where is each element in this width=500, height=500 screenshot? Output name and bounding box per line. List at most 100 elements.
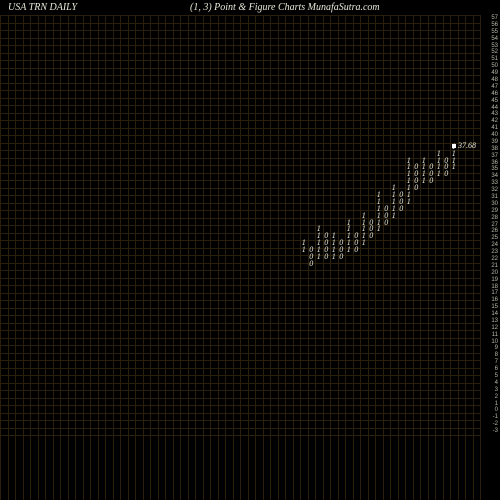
bottom-grid [0,435,480,500]
price-label: 50 [491,63,498,69]
grid-line-vertical [413,15,414,435]
grid-line-vertical [68,15,69,435]
grid-line-vertical [300,15,301,435]
bottom-grid-line [158,435,159,500]
price-label: 28 [491,215,498,221]
grid-line-vertical [8,15,9,435]
bottom-grid-line [150,435,151,500]
bottom-grid-line [278,435,279,500]
price-label: 31 [491,194,498,200]
grid-line-vertical [293,15,294,435]
bottom-grid-line [473,435,474,500]
price-label: 29 [491,208,498,214]
bottom-grid-line [0,435,1,500]
price-label: 36 [491,160,498,166]
grid-line-vertical [158,15,159,435]
grid-line-vertical [23,15,24,435]
bottom-grid-line [435,435,436,500]
bottom-grid-line [90,435,91,500]
price-label: 16 [491,297,498,303]
grid-line-vertical [450,15,451,435]
price-label: 0 [495,407,498,413]
price-label: 38 [491,146,498,152]
bottom-grid-line [368,435,369,500]
bottom-grid-line [428,435,429,500]
bottom-grid-line [30,435,31,500]
price-label: 13 [491,318,498,324]
price-label: 47 [491,84,498,90]
grid-line-vertical [443,15,444,435]
bottom-grid-line [68,435,69,500]
price-label: 40 [491,132,498,138]
grid-line-vertical [458,15,459,435]
price-label: 57 [491,15,498,21]
grid-line-vertical [345,15,346,435]
bottom-grid-line [443,435,444,500]
chart-grid [0,15,480,435]
bottom-grid-line [233,435,234,500]
bottom-grid-line [173,435,174,500]
grid-line-vertical [225,15,226,435]
price-label: 27 [491,222,498,228]
grid-line-vertical [473,15,474,435]
price-label: 1 [495,401,498,407]
grid-line-vertical [420,15,421,435]
bottom-grid-line [263,435,264,500]
price-label: 22 [491,256,498,262]
price-label: 7 [495,359,498,365]
bottom-grid-line [113,435,114,500]
bottom-grid-line [98,435,99,500]
grid-line-vertical [323,15,324,435]
bottom-grid-line [8,435,9,500]
price-label: -2 [493,421,498,427]
grid-line-vertical [188,15,189,435]
price-label: 3 [495,387,498,393]
grid-line-vertical [360,15,361,435]
bottom-grid-line [390,435,391,500]
grid-line-vertical [248,15,249,435]
price-label: 9 [495,345,498,351]
grid-line-vertical [315,15,316,435]
grid-line-vertical [98,15,99,435]
grid-line-vertical [30,15,31,435]
price-label: 5 [495,373,498,379]
bottom-grid-line [270,435,271,500]
bottom-grid-line [405,435,406,500]
grid-line-vertical [135,15,136,435]
bottom-grid-line [143,435,144,500]
price-label: 43 [491,111,498,117]
bottom-grid-line [330,435,331,500]
price-label: 45 [491,98,498,104]
grid-line-vertical [53,15,54,435]
grid-line-vertical [83,15,84,435]
grid-line-vertical [308,15,309,435]
grid-line-vertical [60,15,61,435]
grid-line-vertical [330,15,331,435]
price-label: 25 [491,235,498,241]
bottom-grid-line [120,435,121,500]
grid-line-vertical [240,15,241,435]
grid-line-vertical [45,15,46,435]
price-label: 17 [491,290,498,296]
bottom-grid-line [285,435,286,500]
bottom-grid-line [128,435,129,500]
grid-line-vertical [338,15,339,435]
bottom-grid-line [398,435,399,500]
title-symbol: USA TRN DAILY [8,2,77,13]
grid-line-vertical [255,15,256,435]
bottom-grid-line [75,435,76,500]
bottom-grid-line [180,435,181,500]
bottom-grid-line [225,435,226,500]
price-label: 30 [491,201,498,207]
grid-line-vertical [353,15,354,435]
grid-line-vertical [368,15,369,435]
price-label: -3 [493,428,498,434]
bottom-grid-line [165,435,166,500]
grid-line-vertical [480,15,481,435]
bottom-grid-line [323,435,324,500]
grid-line-vertical [75,15,76,435]
bottom-grid-line [23,435,24,500]
title-chart-type: (1, 3) Point & Figure Charts MunafaSutra… [190,2,380,13]
bottom-grid-line [188,435,189,500]
grid-line-vertical [375,15,376,435]
